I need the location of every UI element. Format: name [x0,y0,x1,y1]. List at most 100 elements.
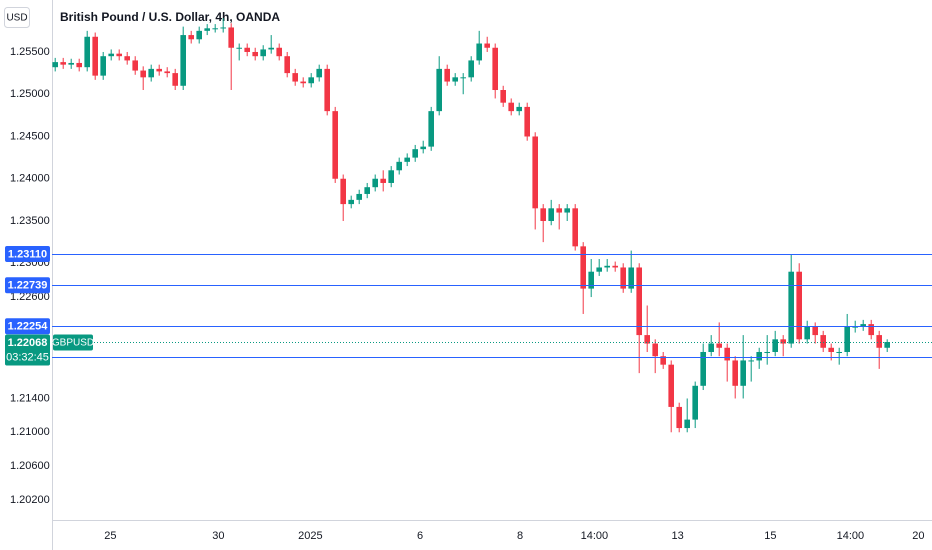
candle-body [804,326,810,340]
candle-body [604,265,610,268]
candle-body [212,28,218,30]
candle-body [244,47,250,52]
currency[interactable]: USD [6,13,27,24]
candle-body [140,70,146,78]
candle-body [428,111,434,147]
candle-body [92,36,98,76]
y-tick-label: 1.22600 [10,291,50,303]
candle-body [788,271,794,344]
price-line-label: 1.23110 [8,248,47,260]
candle-body [52,62,58,68]
candle-body [284,56,290,74]
candle-body [300,81,306,84]
candle-body [236,47,242,49]
candle-body [292,73,298,82]
candle-body [452,77,458,82]
candle-body [812,326,818,336]
candle-body [364,187,370,194]
currency-box[interactable] [4,7,30,28]
candle-body [524,106,530,137]
candle-body [412,149,418,158]
candle-body [596,267,602,272]
candle-body [732,360,738,386]
candle-body [76,62,82,68]
x-tick-label: 14:00 [837,530,865,542]
price-line-badge [5,318,50,335]
candle-body [100,56,106,76]
candle-body [60,62,66,65]
y-tick-label: 1.25000 [10,88,50,100]
candle-body [436,68,442,112]
candle-body [676,406,682,429]
candle-body [356,193,362,200]
price-line-label: 1.22254 [8,321,49,333]
x-tick-label: 2025 [298,530,322,542]
candle-body [588,271,594,289]
candle-body [684,419,690,429]
candle-body [564,208,570,213]
price-line-badge [5,245,50,262]
y-tick-label: 1.21000 [10,426,50,438]
candle-body [468,60,474,78]
candle-body [372,178,378,188]
candle-body [820,335,826,348]
candle-body [852,326,858,328]
candle-body [132,60,138,71]
candle-body [476,43,482,61]
x-tick-label: 20 [912,530,924,542]
candle-body [276,47,282,57]
candle-body [828,347,834,352]
candle-body [500,90,506,103]
candle-body [644,335,650,344]
x-tick-label: 30 [212,530,224,542]
candle-body [108,53,114,57]
candle-body [884,342,890,348]
candle-body [228,27,234,48]
candle-body [348,199,354,205]
y-tick-label: 1.20200 [10,494,50,506]
y-tick-label: 1.24000 [10,173,50,185]
candle-body [380,178,386,183]
candle-body [404,157,410,162]
candle-body [652,343,658,357]
candle-body [724,347,730,361]
candle-body [700,351,706,386]
candle-body [84,36,90,68]
candle-body [844,326,850,352]
candle-body [868,324,874,336]
candle-body [540,208,546,221]
candle-body [612,265,618,268]
candle-body [740,360,746,386]
candle-body [156,68,162,72]
candle-body [204,28,210,31]
price-line-label: 1.22739 [8,280,48,292]
candle-body [780,339,786,344]
candle-body [308,77,314,84]
candle-body [516,106,522,112]
candle-body [772,339,778,352]
candle-body [716,343,722,348]
candle-body [188,35,194,40]
x-tick-label: 13 [671,530,683,542]
candle-body [572,208,578,247]
y-tick-label: 1.25500 [10,46,50,58]
candle-body [876,335,882,348]
candle-body [388,170,394,183]
x-tick-label: 25 [104,530,116,542]
current-price-badge [5,334,50,366]
current-price-label: 1.22068 [8,337,48,349]
candle-body [492,47,498,91]
candle-body [268,47,274,50]
y-tick-label: 1.24500 [10,130,50,142]
candle-body [508,102,514,112]
x-tick-label: 14:00 [581,530,609,542]
candle-body [796,271,802,340]
symbol-label: GBPUSD [52,338,94,349]
candle-body [124,56,130,61]
candle-body [532,136,538,209]
candle-body [180,35,186,86]
price-line-badge [5,277,50,294]
chart-title: British Pound / U.S. Dollar, 4h, OANDA [60,10,280,24]
